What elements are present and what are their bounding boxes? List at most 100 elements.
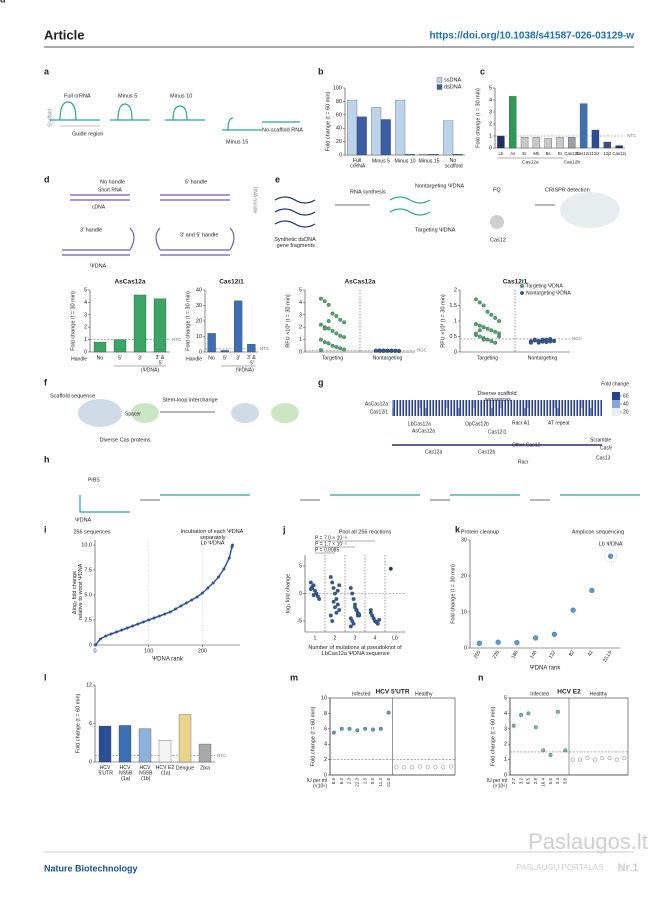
heatmap-cell <box>488 400 490 408</box>
point <box>330 343 335 348</box>
label: 20 <box>461 573 467 579</box>
label: No scaffold <box>443 158 462 170</box>
label: Cas12i1 <box>219 279 244 286</box>
label: Number of mutations at pseudoknot of LbC… <box>308 645 402 657</box>
heatmap-cell <box>566 400 568 408</box>
point <box>328 575 333 579</box>
label: c <box>480 66 485 76</box>
label: NTC <box>217 753 227 758</box>
label: 132 <box>548 649 557 659</box>
label: 20 <box>196 318 202 324</box>
point <box>485 309 490 314</box>
point <box>477 300 482 305</box>
label: 3 <box>489 109 492 115</box>
label: 1 <box>504 757 507 763</box>
label: 82 <box>568 649 576 657</box>
label: Minus 10 <box>394 158 415 164</box>
label: (ΨDNA) <box>141 367 159 373</box>
heatmap-cell <box>500 400 502 408</box>
bar <box>395 99 406 156</box>
label: 4 <box>324 742 327 748</box>
point <box>163 612 167 616</box>
label: 30 <box>461 537 467 543</box>
heatmap-cell <box>506 408 508 416</box>
label: RFU ×10³ (t = 30 min) <box>440 294 446 348</box>
heatmap-cell <box>434 400 436 408</box>
heatmap-cell <box>587 400 589 408</box>
point <box>227 556 231 560</box>
doi-link[interactable]: https://doi.org/10.1038/s41587-026-03129… <box>429 31 634 42</box>
heatmap-cell <box>533 408 535 416</box>
point <box>393 348 398 353</box>
heatmap-cell <box>503 408 505 416</box>
label: Minus 5 <box>118 93 137 99</box>
label: No handle <box>100 179 125 185</box>
heatmap-cell <box>401 408 403 416</box>
label: Spacer <box>125 411 141 417</box>
label: 1.5 <box>449 303 457 309</box>
point <box>548 753 553 757</box>
label: 2.9 <box>533 778 538 785</box>
heatmap-cell <box>467 408 469 416</box>
bar <box>497 135 505 149</box>
point <box>326 341 331 346</box>
bar <box>93 341 107 353</box>
label: e <box>275 174 280 184</box>
label: 5.0 <box>84 592 92 598</box>
label: (ΨDNA) <box>236 367 254 373</box>
bar <box>544 138 552 149</box>
label: 200 <box>198 648 207 654</box>
label: ssDNA <box>444 77 461 83</box>
label: DNA handle <box>252 187 258 214</box>
label: Protein cleanup <box>461 529 499 535</box>
label: HCV NS5B (1a) <box>118 765 134 782</box>
bar <box>556 137 564 149</box>
point <box>348 624 353 629</box>
heatmap-cell <box>509 400 511 408</box>
label: 0 <box>504 772 507 778</box>
point <box>368 610 373 615</box>
label: 0 <box>89 759 92 765</box>
point <box>350 591 355 596</box>
label: Lb <box>392 635 398 641</box>
label: 0 <box>84 349 87 355</box>
point <box>335 602 340 607</box>
point <box>334 331 339 336</box>
label: Lb ΨDNA <box>201 540 225 546</box>
point <box>310 584 315 589</box>
label: 0 <box>464 645 467 651</box>
label: 3 <box>504 726 507 732</box>
point <box>319 322 323 327</box>
label: CRISPR detection <box>545 187 590 193</box>
heatmap-cell <box>413 400 415 408</box>
point <box>519 712 524 717</box>
heatmap-cell <box>473 400 475 408</box>
heatmap-cell <box>539 408 541 416</box>
label: 80 <box>336 99 342 105</box>
point <box>217 575 220 579</box>
heatmap-cell <box>551 400 553 408</box>
heatmap-cell <box>476 408 478 416</box>
heatmap-cell <box>563 400 565 408</box>
label: Scaffold <box>47 109 53 127</box>
watermark-badge: Nr.1 <box>618 862 639 874</box>
heatmap-cell <box>428 400 430 408</box>
label: AsCas12a <box>365 401 388 407</box>
heatmap-cell <box>470 408 472 416</box>
bar <box>133 294 147 353</box>
label: Handle <box>186 356 202 362</box>
bar <box>579 103 588 149</box>
bar <box>153 298 167 353</box>
label: Lb ΨDNA <box>599 542 623 548</box>
label: d <box>0 0 6 4</box>
point <box>481 303 486 308</box>
heatmap-cell <box>443 400 445 408</box>
heatmap-cell <box>575 408 577 416</box>
point <box>570 757 575 762</box>
heatmap-cell <box>545 408 547 416</box>
label: 2 <box>324 757 327 763</box>
point <box>342 335 346 340</box>
heatmap-cell <box>443 408 445 416</box>
label: 10 <box>196 334 202 340</box>
label: ΨDNA <box>75 517 92 523</box>
